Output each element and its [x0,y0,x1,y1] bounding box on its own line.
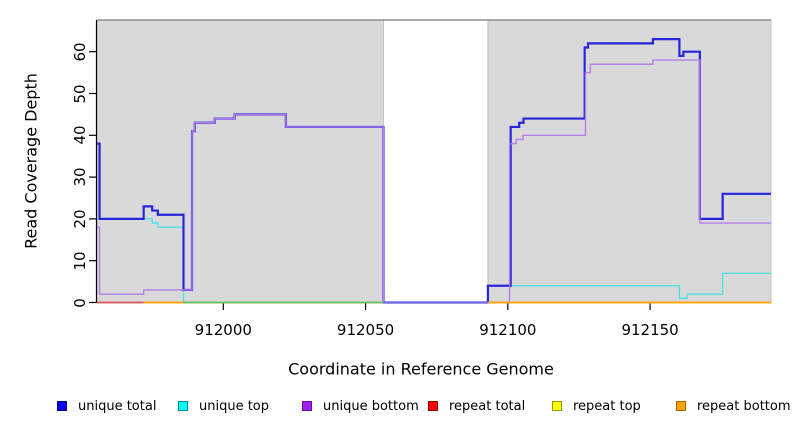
y-tick-label-60: 60 [71,42,89,62]
y-tick-label-50: 50 [71,83,89,104]
panel-region-0 [96,19,384,304]
x-tick-label-912000: 912000 [194,321,252,339]
legend-swatch-unique-top [178,401,188,411]
y-tick-label-40: 40 [71,125,89,145]
legend-swatch-unique-total [57,401,67,411]
x-tick-label-912050: 912050 [336,321,395,339]
series-line-unique-bottom [97,59,771,304]
legend-label-unique-total: unique total [78,399,157,414]
x-tick-label-912150: 912150 [621,321,679,339]
x-tick-label-912100: 912100 [479,321,537,339]
y-tick-label-10: 10 [71,251,89,271]
legend-label-unique-bottom: unique bottom [323,399,419,414]
y-axis-title: Read Coverage Depth [21,73,41,249]
y-tick-label-0: 0 [71,297,89,308]
panel-region-1 [487,19,772,304]
x-axis-title: Coordinate in Reference Genome [288,359,554,379]
legend-label-repeat-bottom: repeat bottom [697,399,791,414]
legend-label-repeat-total: repeat total [449,399,526,414]
legend-label-repeat-top: repeat top [573,399,641,414]
y-tick-label-30: 30 [71,167,89,187]
y-tick-label-20: 20 [71,209,89,229]
legend-swatch-repeat-total [428,401,438,411]
legend-label-unique-top: unique top [199,399,270,414]
legend-swatch-repeat-bottom [676,401,686,411]
legend-swatch-repeat-top [552,401,562,411]
legend-swatch-unique-bottom [302,401,312,411]
